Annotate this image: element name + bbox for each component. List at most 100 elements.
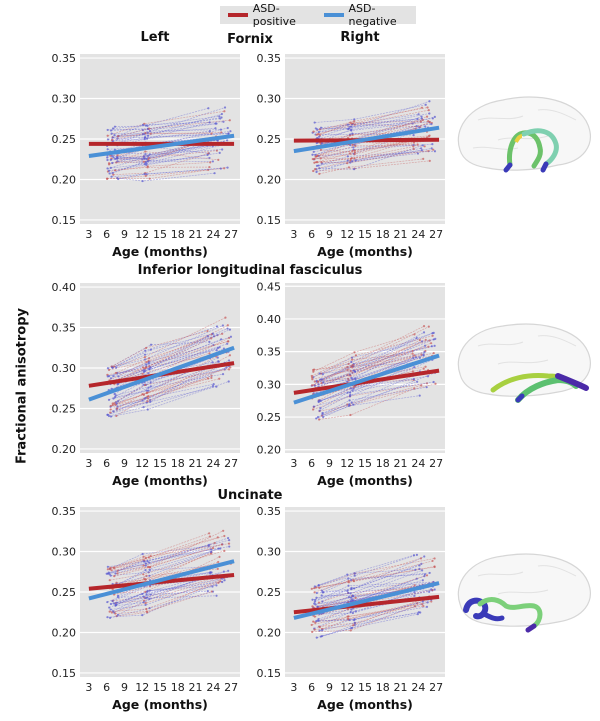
subject-point — [353, 572, 356, 575]
subject-point — [430, 600, 433, 603]
subject-point — [321, 600, 324, 603]
subject-point — [141, 552, 144, 556]
subject-point — [313, 157, 316, 161]
subject-point — [432, 380, 435, 384]
subject-line — [116, 378, 209, 409]
subject-point — [424, 103, 427, 106]
subject-point — [107, 398, 111, 401]
subject-point — [225, 366, 228, 369]
subject-point — [346, 373, 349, 377]
subject-point — [413, 354, 416, 357]
subject-point — [220, 338, 223, 341]
subject-point — [143, 157, 146, 160]
subject-point — [221, 148, 224, 151]
subject-line — [318, 141, 415, 149]
subject-point — [115, 603, 118, 607]
subject-point — [109, 404, 112, 408]
y-tick-label: 0.35 — [52, 505, 77, 518]
subject-point — [412, 377, 415, 381]
subject-point — [313, 600, 316, 603]
y-tick-label: 0.20 — [52, 443, 77, 456]
x-tick-label: 9 — [121, 681, 128, 694]
subject-point — [215, 149, 219, 152]
y-tick-label: 0.30 — [52, 362, 77, 375]
subject-point — [315, 417, 318, 420]
subject-point — [109, 377, 113, 380]
subject-point — [411, 370, 415, 373]
subject-point — [211, 332, 214, 335]
subject-line — [112, 575, 221, 602]
subject-point — [106, 367, 110, 370]
subject-point — [111, 610, 115, 613]
subject-point — [312, 150, 315, 153]
subject-point — [311, 153, 314, 156]
subject-point — [143, 560, 146, 563]
y-tick-label: 0.20 — [257, 173, 282, 186]
subject-point — [116, 137, 119, 140]
x-tick-label: 9 — [326, 681, 333, 694]
subject-point — [314, 621, 317, 624]
subject-point — [212, 343, 215, 347]
subject-line — [314, 356, 417, 386]
subject-point — [310, 623, 313, 627]
subject-point — [145, 157, 148, 161]
subject-point — [354, 354, 357, 357]
subject-point — [223, 534, 226, 538]
subject-point — [221, 332, 224, 335]
trend-line-asd-negative — [88, 559, 235, 601]
x-tick-label: 27 — [224, 681, 238, 694]
subject-point — [147, 395, 150, 398]
subject-line — [320, 118, 433, 142]
y-tick-label: 0.20 — [52, 626, 77, 639]
subject-point — [350, 365, 353, 368]
subject-point — [419, 557, 423, 560]
subject-point — [141, 158, 144, 161]
x-tick-label: 27 — [429, 228, 443, 241]
subject-point — [149, 593, 152, 596]
subject-point — [111, 600, 114, 603]
subject-point — [112, 410, 115, 413]
subject-point — [116, 405, 119, 408]
subject-point — [310, 374, 313, 378]
subject-point — [213, 172, 216, 175]
subject-point — [114, 572, 117, 575]
subject-point — [107, 169, 111, 172]
x-tick-label: 6 — [308, 228, 315, 241]
subject-point — [210, 374, 213, 377]
subject-point — [146, 124, 149, 127]
subject-point — [148, 153, 151, 156]
subject-point — [352, 120, 356, 123]
subject-point — [211, 547, 215, 550]
subject-point — [346, 608, 349, 611]
subject-point — [320, 142, 323, 145]
trend-line-asd-negative — [293, 581, 440, 620]
subject-trajectories — [310, 325, 437, 421]
x-tick-label: 27 — [429, 457, 443, 470]
subject-point — [346, 403, 349, 406]
subject-point — [106, 565, 109, 568]
x-tick-label: 6 — [308, 457, 315, 470]
row-title-uncinate: Uncinate — [217, 488, 283, 503]
subject-line — [112, 107, 209, 129]
subject-point — [348, 404, 351, 407]
subject-point — [106, 616, 109, 619]
subject-point — [348, 152, 352, 155]
subject-point — [208, 121, 211, 124]
y-tick-label: 0.35 — [52, 322, 77, 335]
subject-point — [142, 160, 146, 163]
subject-point — [411, 352, 414, 355]
y-tick-label: 0.25 — [257, 586, 282, 599]
subject-point — [353, 123, 357, 126]
subject-line — [109, 335, 208, 382]
subject-point — [114, 371, 117, 375]
subject-point — [208, 352, 211, 355]
subject-point — [109, 411, 112, 414]
subject-point — [144, 590, 147, 593]
subject-point — [211, 384, 215, 388]
subject-point — [142, 564, 145, 567]
x-tick-label: 6 — [103, 681, 110, 694]
x-axis-label: Age (months) — [317, 473, 413, 488]
subject-point — [144, 346, 148, 350]
subject-point — [219, 547, 222, 550]
subject-point — [146, 596, 149, 599]
